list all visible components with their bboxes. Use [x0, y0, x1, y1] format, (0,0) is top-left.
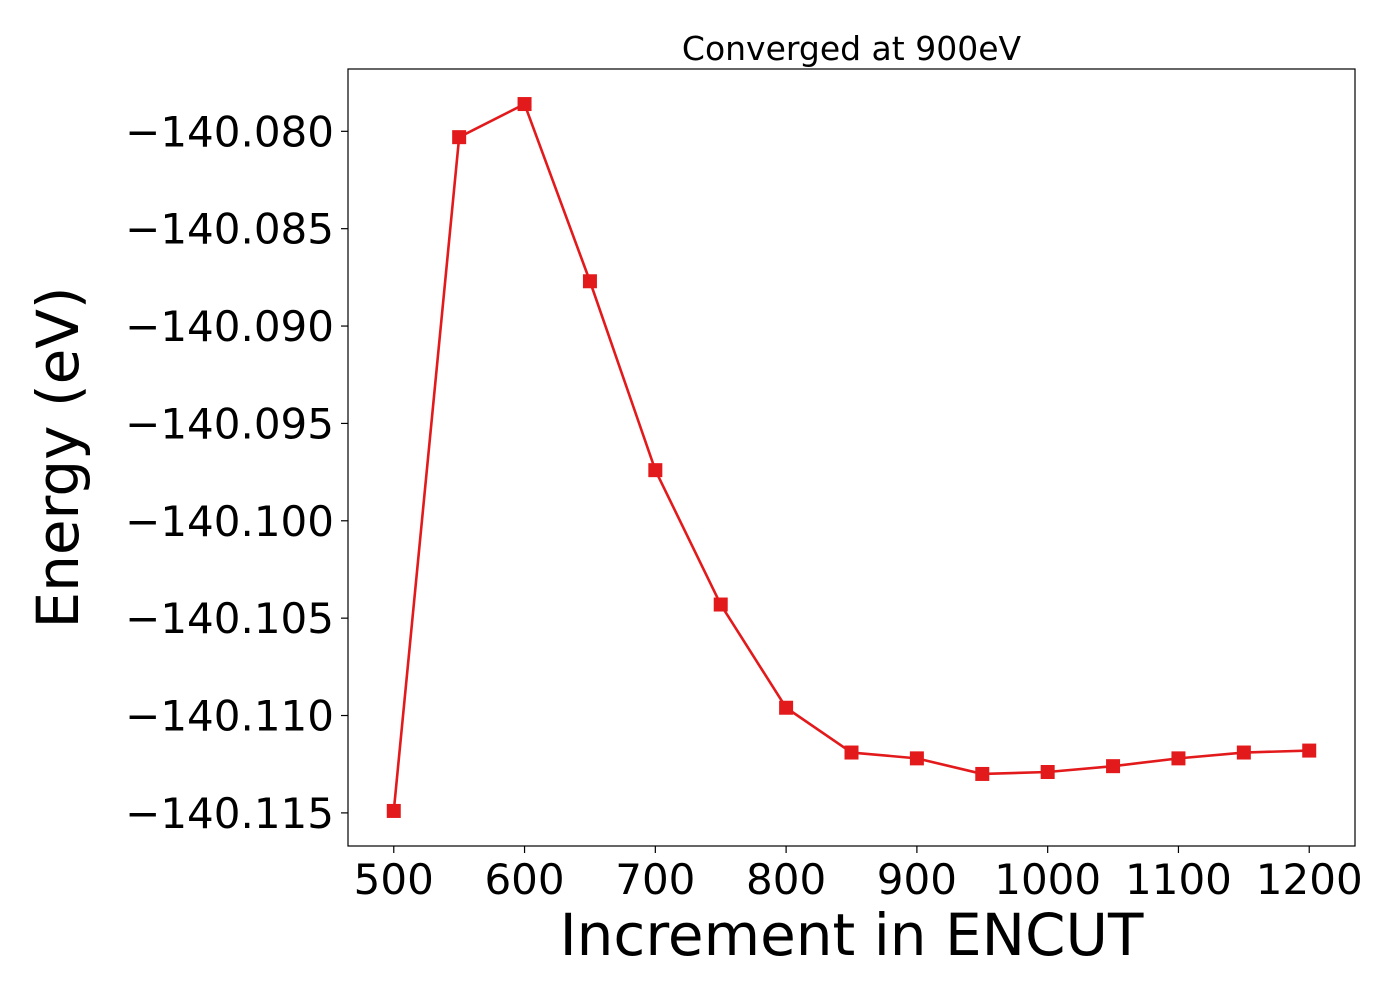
- data-point: [844, 745, 859, 760]
- y-tick-label: −140.105: [125, 594, 334, 643]
- data-point: [517, 97, 532, 112]
- x-tick-label: 1100: [1125, 855, 1232, 904]
- data-point: [713, 597, 728, 612]
- series-line: [392, 102, 1310, 812]
- y-tick-label: −140.080: [125, 107, 334, 156]
- y-tick-label: −140.090: [125, 302, 334, 351]
- x-tick-label: 500: [354, 855, 434, 904]
- data-point: [1040, 765, 1055, 779]
- data-point: [1302, 743, 1317, 758]
- y-tick-label: −140.115: [125, 789, 334, 838]
- y-tick-label: −140.095: [125, 399, 334, 448]
- y-tick-label: −140.100: [125, 497, 334, 546]
- plot-area: 500 600 700 800 900 1000 1100 1200 −140.080 −140.…: [125, 68, 1363, 904]
- x-tick-label: 900: [877, 855, 957, 904]
- y-axis-title: Energy (eV): [24, 286, 92, 628]
- data-point: [779, 700, 794, 715]
- x-tick-label: 1200: [1256, 855, 1363, 904]
- data-point: [1106, 759, 1121, 774]
- y-tick-label: −140.110: [125, 692, 334, 741]
- x-tick-label: 1000: [994, 855, 1101, 904]
- data-point: [975, 766, 990, 781]
- data-point: [386, 803, 401, 818]
- data-point: [452, 130, 467, 145]
- data-point: [582, 274, 597, 289]
- data-point: [648, 463, 663, 478]
- x-tick-label: 700: [615, 855, 695, 904]
- plot-frame: [347, 68, 1356, 847]
- data-point: [909, 751, 924, 766]
- x-tick-label: 800: [746, 855, 826, 904]
- data-point: [1236, 745, 1251, 760]
- x-axis-title: Increment in ENCUT: [560, 901, 1144, 969]
- y-tick-label: −140.085: [125, 205, 334, 254]
- data-point: [1171, 751, 1186, 766]
- x-tick-label: 600: [484, 855, 564, 904]
- chart-title: Converged at 900eV: [682, 29, 1022, 68]
